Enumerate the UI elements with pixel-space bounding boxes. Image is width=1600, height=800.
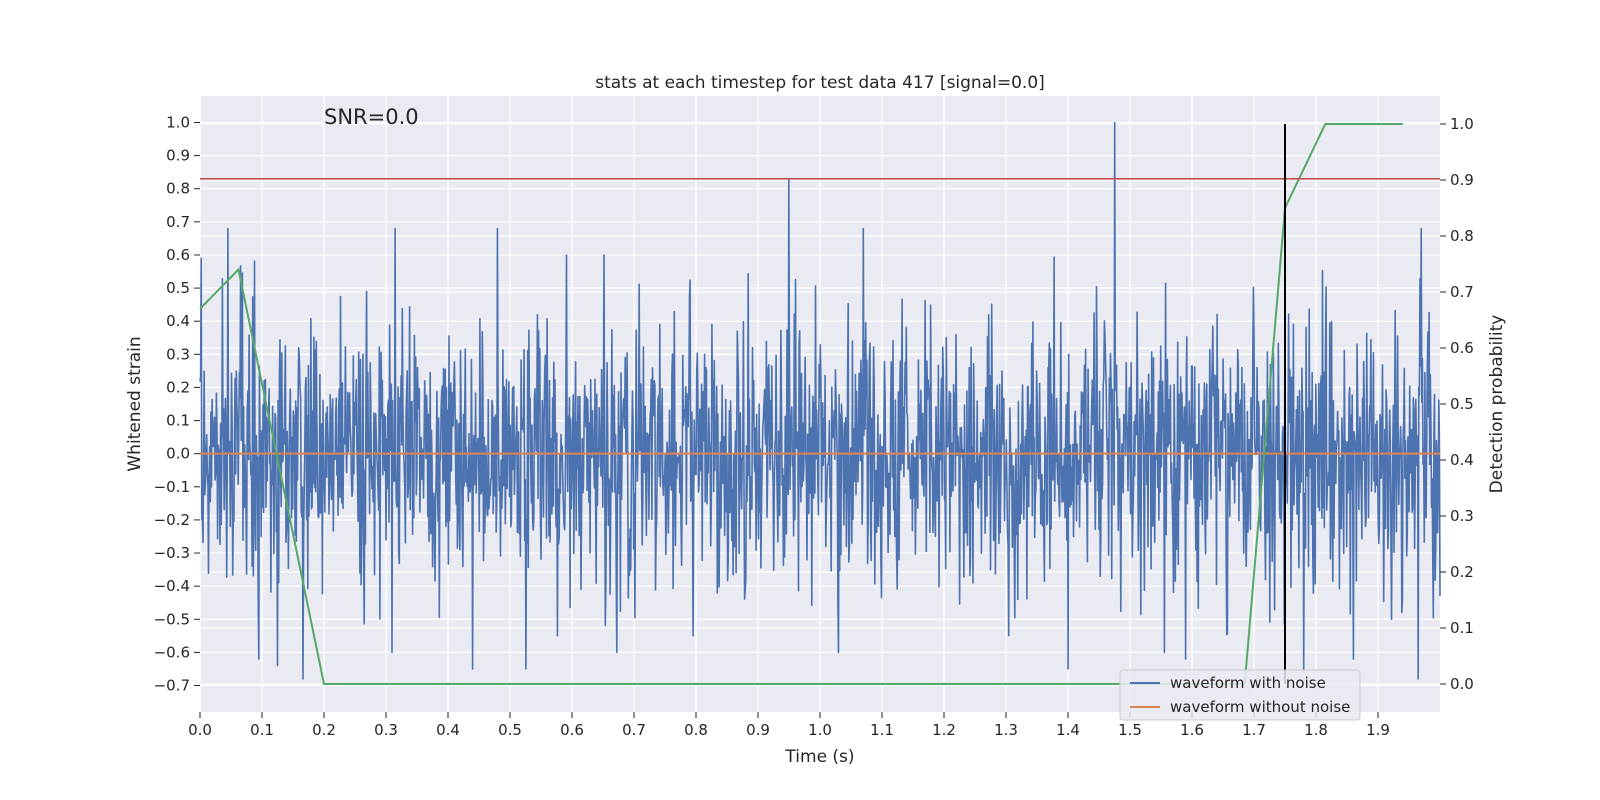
y2-tick-label: 1.0 [1450, 115, 1474, 133]
y2-tick-label: 0.0 [1450, 675, 1474, 693]
x-tick-label: 0.8 [684, 721, 708, 739]
y-tick-label: 0.1 [166, 412, 190, 430]
x-tick-label: 1.3 [994, 721, 1018, 739]
series-waveform-with-noise [199, 121, 1441, 680]
y-tick-label: −0.6 [154, 643, 190, 661]
x-ticks: 0.0 0.1 0.2 0.3 0.4 0.5 0.6 0.7 0.8 0.9 1.0 1.1 1.2 1… [188, 712, 1390, 739]
y2-tick-label: 0.2 [1450, 563, 1474, 581]
x-tick-label: 1.2 [932, 721, 956, 739]
y-ticks: −0.7 −0.6 −0.5 −0.4 −0.3 −0.2 −0.1 0.0 0.1 0.2 0.3… [154, 113, 200, 695]
x-tick-label: 1.5 [1118, 721, 1142, 739]
y-tick-label: 0.9 [166, 147, 190, 165]
x-tick-label: 0.6 [560, 721, 584, 739]
x-tick-label: 0.0 [188, 721, 212, 739]
y-tick-label: 0.2 [166, 378, 190, 396]
y2-ticks: 0.0 0.1 0.2 0.3 0.4 0.5 0.6 0.7 0.8 0.9 1.0 [1440, 115, 1474, 693]
y2-tick-label: 0.7 [1450, 283, 1474, 301]
y-tick-label: −0.5 [154, 610, 190, 628]
y-tick-label: −0.7 [154, 677, 190, 695]
x-tick-label: 0.4 [436, 721, 460, 739]
legend-label-without-noise: waveform without noise [1170, 698, 1350, 716]
y-tick-label: 1.0 [166, 113, 190, 131]
y-tick-label: 0.0 [166, 445, 190, 463]
legend-box [1119, 669, 1361, 721]
x-tick-label: 1.4 [1056, 721, 1080, 739]
x-tick-label: 0.2 [312, 721, 336, 739]
x-tick-label: 0.9 [746, 721, 770, 739]
y2-tick-label: 0.4 [1450, 451, 1474, 469]
legend-label-with-noise: waveform with noise [1170, 674, 1326, 692]
legend: waveform with noise waveform without noi… [1119, 669, 1361, 721]
y2-tick-label: 0.3 [1450, 507, 1474, 525]
reference-lines [200, 124, 1440, 684]
y-tick-label: −0.2 [154, 511, 190, 529]
y-tick-label: 0.4 [166, 312, 190, 330]
x-tick-label: 0.3 [374, 721, 398, 739]
y-tick-label: 0.6 [166, 246, 190, 264]
y-axis-label: Whitened strain [125, 336, 145, 471]
y2-axis-label: Detection probability [1487, 315, 1507, 494]
x-tick-label: 1.0 [808, 721, 832, 739]
y-tick-label: 0.5 [166, 279, 190, 297]
x-tick-label: 0.7 [622, 721, 646, 739]
x-axis-label: Time (s) [784, 747, 854, 767]
y-tick-label: −0.1 [154, 478, 190, 496]
y2-tick-label: 0.8 [1450, 227, 1474, 245]
y-tick-label: 0.7 [166, 213, 190, 231]
x-tick-label: 1.6 [1180, 721, 1204, 739]
x-tick-label: 0.1 [250, 721, 274, 739]
x-tick-label: 0.5 [498, 721, 522, 739]
x-tick-label: 1.9 [1366, 721, 1390, 739]
y2-tick-label: 0.9 [1450, 171, 1474, 189]
y-tick-label: 0.8 [166, 180, 190, 198]
y2-tick-label: 0.5 [1450, 395, 1474, 413]
y2-tick-label: 0.1 [1450, 619, 1474, 637]
snr-annotation: SNR=0.0 [324, 105, 419, 129]
x-tick-label: 1.8 [1304, 721, 1328, 739]
y-tick-label: −0.3 [154, 544, 190, 562]
chart-title: stats at each timestep for test data 417… [595, 73, 1045, 93]
x-tick-label: 1.1 [870, 721, 894, 739]
y2-tick-label: 0.6 [1450, 339, 1474, 357]
y-tick-label: 0.3 [166, 345, 190, 363]
y-tick-label: −0.4 [154, 577, 190, 595]
x-tick-label: 1.7 [1242, 721, 1266, 739]
